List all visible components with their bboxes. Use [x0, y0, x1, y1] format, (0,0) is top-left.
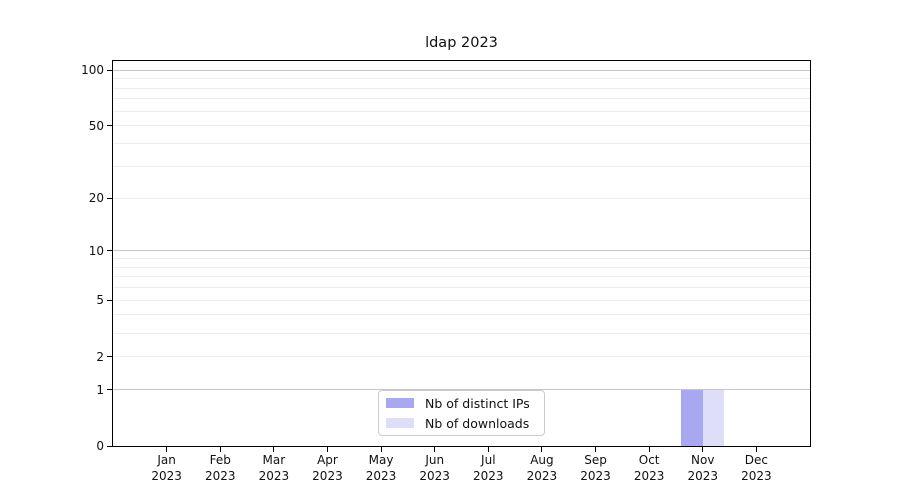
- bar-nb-of-distinct-ips: [681, 389, 703, 446]
- x-tick-month: Nov: [691, 453, 715, 467]
- y-tick-label: 5: [96, 293, 104, 308]
- x-tick-mark: [755, 447, 757, 452]
- x-tick-month: Jun: [425, 453, 445, 467]
- x-tick-label: Jun 2023: [405, 453, 465, 484]
- x-tick-mark: [219, 447, 221, 452]
- x-tick-mark: [487, 447, 489, 452]
- x-tick-label: Oct 2023: [619, 453, 679, 484]
- y-minor-gridline: [113, 87, 810, 89]
- x-tick-mark: [166, 447, 168, 452]
- y-tick-mark: [107, 299, 113, 301]
- y-tick-mark: [107, 445, 113, 447]
- y-major-gridline: [113, 389, 810, 391]
- y-minor-gridline: [113, 276, 810, 278]
- y-minor-gridline: [113, 299, 810, 301]
- y-tick-mark: [107, 389, 113, 391]
- bar-nb-of-downloads: [702, 389, 725, 446]
- x-tick-year: 2023: [204, 468, 236, 483]
- x-tick-label: Nov 2023: [673, 453, 733, 484]
- x-tick-mark: [541, 447, 543, 452]
- y-minor-gridline: [113, 332, 810, 334]
- y-tick-label: 20: [88, 191, 104, 206]
- legend-swatch-downloads: [386, 418, 414, 428]
- x-tick-year: 2023: [312, 468, 343, 483]
- x-tick-label: Jan 2023: [137, 453, 197, 484]
- x-tick-month: Feb: [209, 453, 231, 467]
- x-tick-mark: [380, 447, 382, 452]
- x-tick-month: Oct: [638, 453, 660, 467]
- x-tick-month: Aug: [530, 453, 554, 467]
- y-minor-gridline: [113, 98, 810, 100]
- y-minor-gridline: [113, 165, 810, 167]
- x-tick-mark: [595, 447, 597, 452]
- legend: Nb of distinct IPs Nb of downloads: [378, 390, 545, 436]
- x-tick-month: Sep: [584, 453, 607, 467]
- y-tick-mark: [107, 69, 113, 71]
- y-minor-gridline: [113, 287, 810, 289]
- x-tick-year: 2023: [151, 468, 182, 483]
- x-tick-month: Apr: [317, 453, 338, 467]
- x-tick-month: Mar: [262, 453, 286, 467]
- legend-item-distinct-ips: Nb of distinct IPs: [386, 396, 536, 411]
- x-tick-year: 2023: [526, 468, 558, 483]
- x-tick-month: Jul: [481, 453, 496, 467]
- y-minor-gridline: [113, 266, 810, 268]
- y-tick-label: 2: [96, 349, 104, 364]
- y-major-gridline: [113, 250, 810, 252]
- x-tick-year: 2023: [633, 468, 665, 483]
- y-minor-gridline: [113, 78, 810, 80]
- y-minor-gridline: [113, 257, 810, 259]
- legend-label-distinct-ips: Nb of distinct IPs: [425, 395, 530, 411]
- x-tick-year: 2023: [741, 468, 772, 483]
- chart-title: ldap 2023: [425, 35, 498, 51]
- x-tick-year: 2023: [473, 468, 504, 483]
- x-tick-mark: [648, 447, 650, 452]
- y-minor-gridline: [113, 356, 810, 358]
- x-tick-label: Jul 2023: [458, 453, 518, 484]
- x-tick-year: 2023: [580, 468, 611, 483]
- y-minor-gridline: [113, 125, 810, 127]
- legend-label-downloads: Nb of downloads: [425, 415, 530, 431]
- x-tick-year: 2023: [419, 468, 450, 483]
- plot-area: [112, 60, 811, 447]
- x-tick-label: Apr 2023: [297, 453, 357, 484]
- x-tick-mark: [434, 447, 436, 452]
- x-tick-label: Feb 2023: [190, 453, 250, 484]
- y-major-gridline: [113, 69, 810, 71]
- x-tick-label: May 2023: [351, 453, 411, 484]
- y-minor-gridline: [113, 314, 810, 316]
- x-tick-label: Aug 2023: [512, 453, 572, 484]
- x-tick-label: Dec 2023: [726, 453, 786, 484]
- y-tick-mark: [107, 356, 113, 358]
- y-minor-gridline: [113, 143, 810, 145]
- y-tick-label: 100: [81, 63, 104, 78]
- y-minor-gridline: [113, 197, 810, 199]
- y-tick-mark: [107, 197, 113, 199]
- x-tick-year: 2023: [365, 468, 397, 483]
- x-tick-year: 2023: [258, 468, 290, 483]
- y-tick-mark: [107, 250, 113, 252]
- legend-swatch-distinct-ips: [386, 398, 414, 408]
- y-minor-gridline: [113, 110, 810, 112]
- y-tick-label: 1: [96, 382, 104, 397]
- x-tick-mark: [326, 447, 328, 452]
- x-tick-month: Dec: [744, 453, 768, 467]
- x-tick-mark: [273, 447, 275, 452]
- y-tick-label: 0: [96, 439, 104, 453]
- x-tick-year: 2023: [687, 468, 719, 483]
- y-tick-mark: [107, 125, 113, 127]
- x-tick-mark: [702, 447, 704, 452]
- x-tick-label: Mar 2023: [244, 453, 304, 484]
- y-tick-label: 50: [88, 118, 104, 133]
- x-tick-month: May: [368, 453, 394, 467]
- x-tick-label: Sep 2023: [566, 453, 626, 484]
- x-tick-month: Jan: [157, 453, 176, 467]
- legend-item-downloads: Nb of downloads: [386, 416, 536, 431]
- y-tick-label: 10: [88, 243, 104, 258]
